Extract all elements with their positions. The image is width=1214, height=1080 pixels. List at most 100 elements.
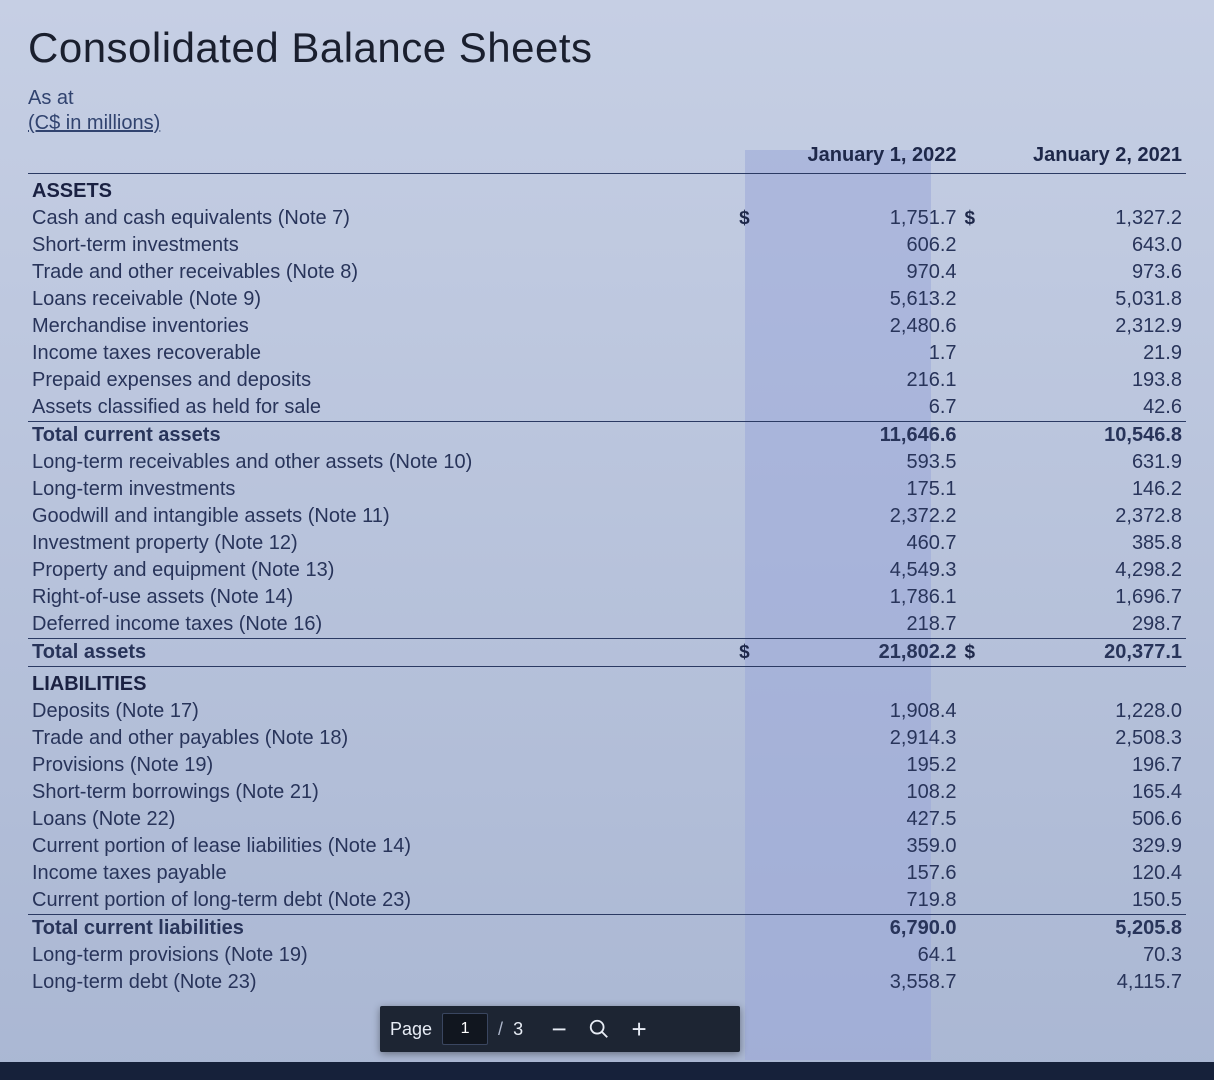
value-prior: 385.8	[1002, 530, 1186, 557]
table-row: Trade and other receivables (Note 8)970.…	[28, 259, 1186, 286]
as-at-label: As at	[28, 86, 1186, 111]
page-label: Page	[390, 1019, 432, 1040]
value-current: 1,908.4	[776, 698, 960, 725]
value-prior: 298.7	[1002, 611, 1186, 639]
header-col1: January 1, 2022	[776, 138, 960, 174]
grand-total-row: Total assets$21,802.2$20,377.1	[28, 639, 1186, 667]
line-item-label: Deposits (Note 17)	[28, 698, 735, 725]
section-heading: LIABILITIES	[28, 667, 735, 699]
table-row: Short-term investments606.2643.0	[28, 232, 1186, 259]
currency-symbol	[735, 752, 776, 779]
currency-symbol	[961, 394, 1002, 422]
value-prior: 20,377.1	[1002, 639, 1186, 667]
value-prior: 1,696.7	[1002, 584, 1186, 611]
value-current: 1.7	[776, 340, 960, 367]
subtotal-label: Total current assets	[28, 422, 735, 450]
value-prior: 631.9	[1002, 449, 1186, 476]
currency-symbol	[961, 476, 1002, 503]
value-current: 2,480.6	[776, 313, 960, 340]
value-prior: 150.5	[1002, 887, 1186, 915]
currency-symbol	[961, 915, 1002, 943]
line-item-label: Investment property (Note 12)	[28, 530, 735, 557]
page-number-input[interactable]	[442, 1013, 488, 1045]
currency-symbol	[961, 969, 1002, 996]
subtotal-label: Total current liabilities	[28, 915, 735, 943]
blank	[776, 174, 960, 206]
currency-symbol	[735, 942, 776, 969]
value-current: 175.1	[776, 476, 960, 503]
page-title: Consolidated Balance Sheets	[28, 24, 1186, 72]
currency-symbol	[735, 611, 776, 639]
header-col2: January 2, 2021	[1002, 138, 1186, 174]
value-prior: 120.4	[1002, 860, 1186, 887]
line-item-label: Right-of-use assets (Note 14)	[28, 584, 735, 611]
table-row: Provisions (Note 19)195.2196.7	[28, 752, 1186, 779]
table-row: Long-term debt (Note 23)3,558.74,115.7	[28, 969, 1186, 996]
table-row: Merchandise inventories2,480.62,312.9	[28, 313, 1186, 340]
line-item-label: Long-term investments	[28, 476, 735, 503]
line-item-label: Assets classified as held for sale	[28, 394, 735, 422]
currency-symbol	[961, 887, 1002, 915]
value-current: 593.5	[776, 449, 960, 476]
header-blank	[28, 138, 735, 174]
document-page: Consolidated Balance Sheets As at (C$ in…	[0, 0, 1214, 996]
line-item-label: Property and equipment (Note 13)	[28, 557, 735, 584]
value-current: 719.8	[776, 887, 960, 915]
line-item-label: Prepaid expenses and deposits	[28, 367, 735, 394]
line-item-label: Loans receivable (Note 9)	[28, 286, 735, 313]
currency-symbol	[961, 725, 1002, 752]
zoom-reset-button[interactable]	[581, 1011, 617, 1047]
table-row: Deferred income taxes (Note 16)218.7298.…	[28, 611, 1186, 639]
currency-symbol	[735, 313, 776, 340]
blank	[735, 174, 776, 206]
zoom-out-button[interactable]: −	[541, 1011, 577, 1047]
currency-symbol	[961, 779, 1002, 806]
line-item-label: Income taxes recoverable	[28, 340, 735, 367]
pdf-viewer: Consolidated Balance Sheets As at (C$ in…	[0, 0, 1214, 1080]
section-heading: ASSETS	[28, 174, 735, 206]
currency-symbol	[735, 422, 776, 450]
line-item-label: Short-term borrowings (Note 21)	[28, 779, 735, 806]
currency-symbol	[961, 752, 1002, 779]
value-current: 11,646.6	[776, 422, 960, 450]
value-current: 195.2	[776, 752, 960, 779]
value-prior: 643.0	[1002, 232, 1186, 259]
currency-symbol	[735, 367, 776, 394]
currency-symbol	[735, 698, 776, 725]
value-current: 6.7	[776, 394, 960, 422]
currency-symbol: $	[735, 205, 776, 232]
currency-symbol: $	[735, 639, 776, 667]
currency-symbol	[961, 530, 1002, 557]
zoom-in-button[interactable]: +	[621, 1011, 657, 1047]
line-item-label: Income taxes payable	[28, 860, 735, 887]
currency-symbol	[961, 313, 1002, 340]
table-row: Income taxes payable157.6120.4	[28, 860, 1186, 887]
currency-symbol	[961, 503, 1002, 530]
line-item-label: Loans (Note 22)	[28, 806, 735, 833]
currency-symbol	[961, 611, 1002, 639]
value-prior: 4,298.2	[1002, 557, 1186, 584]
line-item-label: Short-term investments	[28, 232, 735, 259]
currency-symbol	[961, 557, 1002, 584]
currency-symbol	[735, 915, 776, 943]
line-item-label: Long-term debt (Note 23)	[28, 969, 735, 996]
value-current: 2,914.3	[776, 725, 960, 752]
value-prior: 5,031.8	[1002, 286, 1186, 313]
value-current: 64.1	[776, 942, 960, 969]
currency-symbol	[735, 779, 776, 806]
value-prior: 5,205.8	[1002, 915, 1186, 943]
value-prior: 146.2	[1002, 476, 1186, 503]
value-prior: 70.3	[1002, 942, 1186, 969]
currency-symbol	[961, 584, 1002, 611]
line-item-label: Cash and cash equivalents (Note 7)	[28, 205, 735, 232]
value-current: 2,372.2	[776, 503, 960, 530]
table-row: Current portion of lease liabilities (No…	[28, 833, 1186, 860]
page-separator: /	[498, 1019, 503, 1040]
value-current: 216.1	[776, 367, 960, 394]
value-current: 5,613.2	[776, 286, 960, 313]
currency-symbol	[735, 860, 776, 887]
value-current: 3,558.7	[776, 969, 960, 996]
line-item-label: Goodwill and intangible assets (Note 11)	[28, 503, 735, 530]
line-item-label: Current portion of lease liabilities (No…	[28, 833, 735, 860]
table-row: Trade and other payables (Note 18)2,914.…	[28, 725, 1186, 752]
